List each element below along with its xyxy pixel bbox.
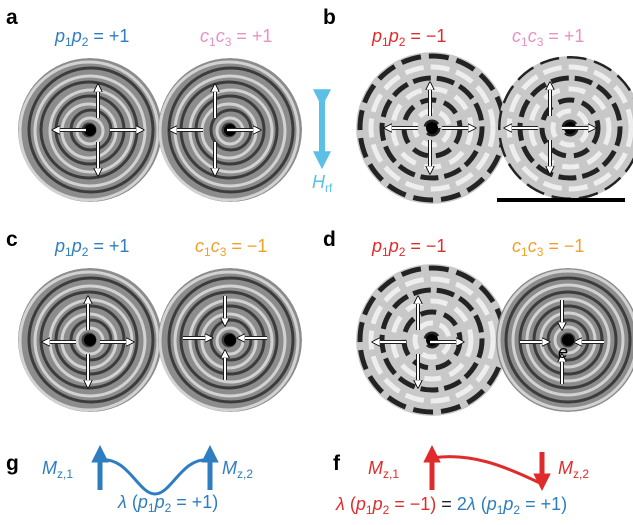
microscopy-image [14,264,166,416]
core [426,122,438,134]
text-part: = [436,494,457,514]
text-part: λ [466,494,476,514]
subscript: z,1 [57,467,73,481]
text-part: c [211,236,220,256]
text-part: ( [127,492,138,512]
text-part: M [558,458,573,478]
text-part: M [42,458,57,478]
text-part: c [512,236,521,256]
annotation: c1​c3​ = +1 [200,26,272,49]
text-part: = −1 [543,236,584,256]
text-part: e [558,342,568,362]
text-part: = −1 [226,236,267,256]
text-part: c [528,26,537,46]
text-part: p [54,26,65,46]
text-part: λ [335,494,345,514]
annotation: λ (p1​p2​ = −1) = 2λ (p1​p2​ = +1) [335,494,567,517]
subscript: z,2 [237,467,253,481]
annotation: Mz,2​ [222,458,253,481]
text-part: M [368,458,383,478]
microscopy-image [14,54,166,206]
text-part: ( [345,494,356,514]
text-part: p [372,494,383,514]
text-part: H [312,172,326,192]
text-part: = −1 [405,26,446,46]
text-part: = −1 [405,236,446,256]
text-part: p [388,26,399,46]
annotation: Mz,2​ [558,458,589,481]
text-part: c [512,26,521,46]
text-part: p [355,494,366,514]
annotation: c1​c3​ = −1 [512,236,584,259]
text-part: = +1 [543,26,584,46]
text-part: p [371,26,382,46]
microscopy-image [492,264,633,416]
panel-label: c [6,228,18,251]
subscript: z,2 [573,467,589,481]
wave-curve [100,460,210,494]
annotation: p1​p2​ = +1 [54,236,129,259]
annotation: p1​p2​ = −1 [371,236,446,259]
text-part: M [222,458,237,478]
annotation: c1​c3​ = +1 [512,26,584,49]
panel-label: b [323,6,336,29]
text-part: c [528,236,537,256]
annotation: c1​c3​ = −1 [195,236,267,259]
text-part: = +1) [171,492,218,512]
text-part: c [200,26,209,46]
text-part: = −1) [389,494,436,514]
annotation: p1​p2​ = +1 [54,26,129,49]
text-part: p [371,236,382,256]
text-part: p [388,236,399,256]
text-part: p [154,492,165,512]
panel-label: d [323,228,336,251]
annotation: λ (p1​p2​ = +1) [117,492,218,515]
text-part: p [502,494,513,514]
panel-label: f [333,452,341,475]
text-part: p [71,26,82,46]
wave-curve [432,457,542,484]
text-part: p [54,236,65,256]
microscopy-image [154,264,306,416]
text-part: c [195,236,204,256]
figure: a p1​p2​ = +1 c1​c3​ = +1 Hrf​ b p1​p2​ = −1 c… [0,0,633,520]
text-part: = +1 [231,26,272,46]
text-part: = +1 [88,26,129,46]
text-part: = +1 [88,236,129,256]
panel-label: a [6,6,18,29]
annotation: p1​p2​ = −1 [371,26,446,49]
annotation: Mz,1​ [368,458,399,481]
core [224,334,236,346]
text-part: p [137,492,148,512]
annotation: e [558,342,568,362]
text-part: = +1) [520,494,567,514]
microscopy-image [349,45,515,211]
text-part: λ [117,492,127,512]
text-part: c [216,26,225,46]
text-part: ( [476,494,487,514]
panel-label: g [6,452,19,475]
text-part: p [486,494,497,514]
subscript: z,1 [383,467,399,481]
text-part: p [71,236,82,256]
subscript: rf [325,181,333,195]
core [84,334,96,346]
annotation: Mz,1​ [42,458,73,481]
annotation: Hrf​ [312,172,333,195]
text-part: 2 [457,494,467,514]
